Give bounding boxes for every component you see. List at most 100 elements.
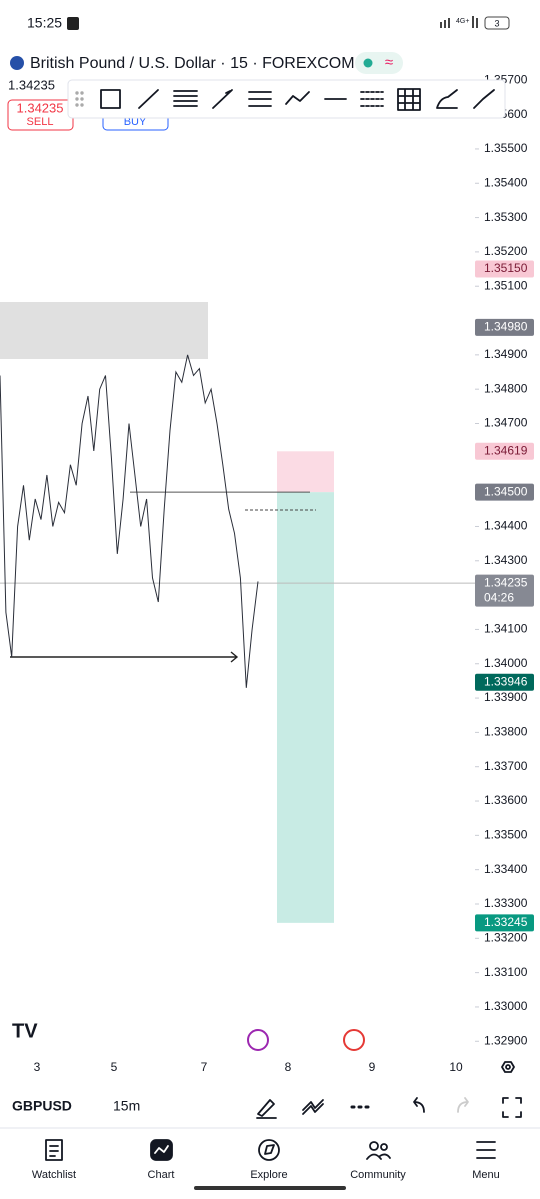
price-line bbox=[0, 354, 259, 688]
y-tick-label: 1.32900 bbox=[484, 1033, 528, 1047]
signal-icons bbox=[440, 16, 478, 28]
price-badge bbox=[475, 318, 534, 336]
y-tick-label: 1.35300 bbox=[484, 210, 528, 224]
y-tick-label: 1.34900 bbox=[484, 347, 528, 361]
watchlist-actions bbox=[256, 1097, 522, 1119]
plot-area[interactable]: 1.357001.356001.355001.354001.353001.352… bbox=[0, 72, 534, 1074]
curve-tool[interactable] bbox=[473, 89, 495, 109]
x-tick-label: 9 bbox=[369, 1060, 376, 1074]
home-indicator bbox=[194, 1186, 346, 1190]
status-dot bbox=[363, 58, 373, 68]
y-tick-label: 1.33300 bbox=[484, 896, 528, 910]
settings-icon[interactable] bbox=[501, 1061, 515, 1073]
grid-tool[interactable] bbox=[397, 88, 421, 111]
price-badge bbox=[475, 574, 534, 607]
y-tick-label: 1.34400 bbox=[484, 519, 528, 533]
fib-tool[interactable] bbox=[173, 90, 198, 107]
redo-button[interactable] bbox=[457, 1097, 469, 1113]
price-badge-label: 1.33245 bbox=[484, 915, 528, 929]
wave-icon: ≈ bbox=[385, 54, 393, 71]
y-tick-label: 1.34000 bbox=[484, 656, 528, 670]
price-badge-label: 1.34235 bbox=[484, 575, 528, 589]
status-time: 15:25 bbox=[27, 15, 62, 31]
y-tick-label: 1.35500 bbox=[484, 141, 528, 155]
undo-button[interactable] bbox=[413, 1097, 425, 1113]
price-badge bbox=[475, 483, 534, 501]
y-tick-label: 1.33000 bbox=[484, 999, 528, 1013]
drag-handle[interactable] bbox=[75, 91, 84, 107]
indicators-button[interactable] bbox=[302, 1099, 324, 1115]
price-badge bbox=[475, 673, 534, 691]
nav-icons bbox=[45, 1139, 496, 1161]
nav-label[interactable]: Explore bbox=[250, 1169, 287, 1181]
path-tool[interactable] bbox=[285, 91, 310, 105]
x-tick-label: 8 bbox=[285, 1060, 292, 1074]
symbol-title[interactable]: British Pound / U.S. Dollar · 15 · FOREX… bbox=[30, 55, 355, 72]
price-badge bbox=[475, 914, 534, 932]
rectangle-tool[interactable] bbox=[100, 89, 121, 109]
nav-label[interactable]: Watchlist bbox=[32, 1169, 76, 1181]
position-tool[interactable] bbox=[360, 91, 384, 107]
price-badge-label: 1.34500 bbox=[484, 484, 528, 498]
community-icon[interactable] bbox=[369, 1141, 379, 1151]
price-badge-label: 1.35150 bbox=[484, 261, 528, 275]
trendline-tool[interactable] bbox=[138, 89, 159, 109]
y-tick-label: 1.33100 bbox=[484, 965, 528, 979]
price-badge-label: 1.34980 bbox=[484, 320, 528, 334]
y-tick-label: 1.35100 bbox=[484, 278, 528, 292]
event-icon[interactable] bbox=[247, 1029, 269, 1051]
sell-price: 1.34235 bbox=[17, 100, 64, 115]
last-price: 1.34235 bbox=[8, 77, 55, 92]
nav-label[interactable]: Chart bbox=[148, 1169, 175, 1181]
y-tick-label: 1.34800 bbox=[484, 381, 528, 395]
watchlist-interval[interactable]: 15m bbox=[113, 1098, 140, 1114]
channel-tool[interactable] bbox=[248, 91, 272, 107]
toolbar-icons bbox=[75, 88, 495, 111]
tv-logo[interactable]: TV bbox=[12, 1020, 38, 1042]
y-tick-label: 1.35400 bbox=[484, 175, 528, 189]
battery-level: 3 bbox=[494, 18, 499, 28]
nav-label[interactable]: Community bbox=[350, 1169, 406, 1181]
y-tick-label: 1.33200 bbox=[484, 930, 528, 944]
network: 4G+ bbox=[456, 18, 469, 25]
price-badge-label: 1.34619 bbox=[484, 443, 528, 457]
y-tick-label: 1.34700 bbox=[484, 416, 528, 430]
sell-label: SELL bbox=[27, 116, 54, 128]
y-tick-label: 1.34100 bbox=[484, 622, 528, 636]
price-badge-label: 1.33946 bbox=[484, 674, 528, 688]
market-status[interactable] bbox=[355, 52, 403, 74]
x-tick-label: 5 bbox=[111, 1060, 118, 1074]
y-tick-label: 1.33600 bbox=[484, 793, 528, 807]
watchlist-icon[interactable] bbox=[45, 1139, 63, 1161]
watchlist-symbol[interactable]: GBPUSD bbox=[12, 1098, 72, 1114]
flag-icon bbox=[10, 56, 24, 70]
stop-zone bbox=[277, 451, 334, 493]
explore-needle bbox=[264, 1144, 275, 1155]
draw-button[interactable] bbox=[256, 1099, 277, 1119]
drawing-toolbar bbox=[67, 79, 506, 119]
x-tick-label: 10 bbox=[449, 1060, 463, 1074]
x-tick-label: 3 bbox=[34, 1060, 41, 1074]
y-tick-label: 1.33900 bbox=[484, 690, 528, 704]
arrow bbox=[10, 651, 239, 663]
us-event-icon[interactable] bbox=[343, 1029, 365, 1051]
y-tick-label: 1.33500 bbox=[484, 828, 528, 842]
brush-tool[interactable] bbox=[436, 89, 458, 109]
nav-label[interactable]: Menu bbox=[472, 1169, 500, 1181]
nav-labels: Watchlist Chart Explore Community Menu bbox=[32, 1169, 500, 1181]
price-badge bbox=[475, 442, 534, 460]
chart-icon-line bbox=[154, 1145, 169, 1154]
battery bbox=[484, 16, 510, 30]
ray-tool[interactable] bbox=[212, 89, 233, 109]
y-tick-label: 1.35200 bbox=[484, 244, 528, 258]
menu-icon[interactable] bbox=[476, 1141, 496, 1159]
price-badge bbox=[475, 260, 534, 278]
notification-icon bbox=[67, 17, 79, 30]
y-tick-label: 1.34300 bbox=[484, 553, 528, 567]
y-tick-label: 1.33700 bbox=[484, 759, 528, 773]
x-tick-label: 7 bbox=[201, 1060, 208, 1074]
explore-icon[interactable] bbox=[258, 1139, 280, 1161]
fullscreen-button[interactable] bbox=[502, 1097, 522, 1118]
